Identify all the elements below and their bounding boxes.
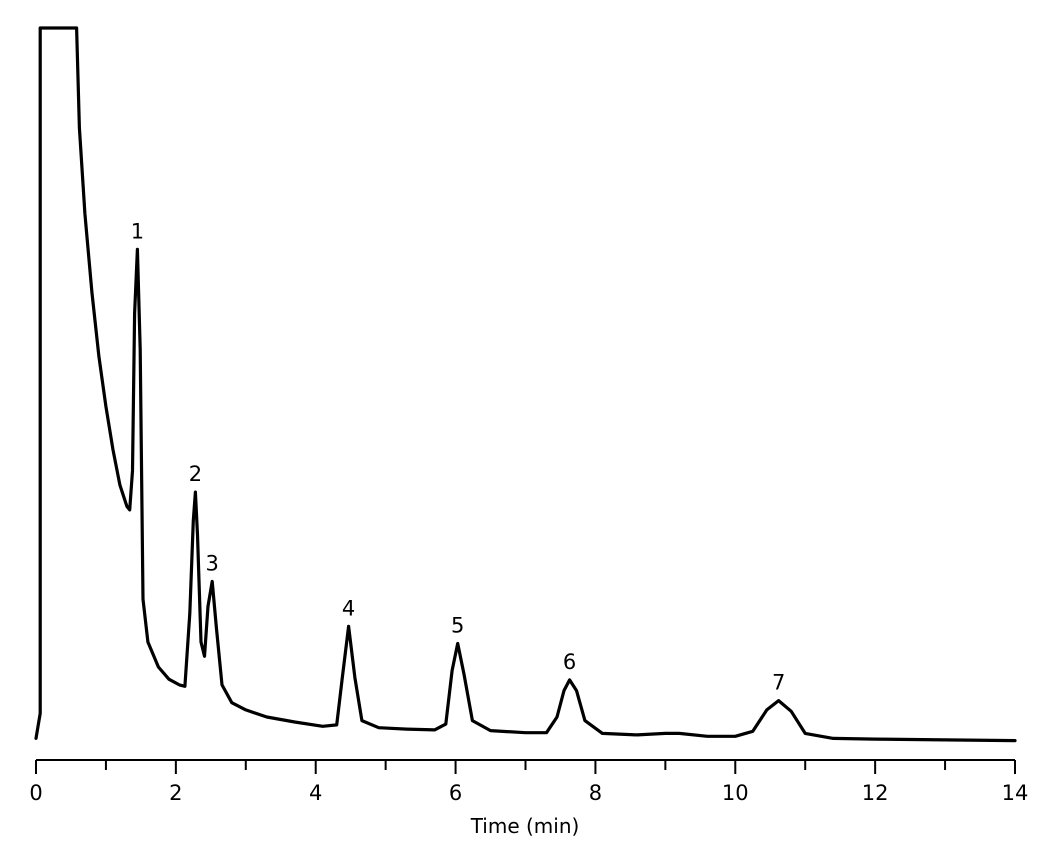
x-tick-label: 8 — [589, 781, 602, 805]
x-tick-label: 6 — [449, 781, 462, 805]
peak-label: 6 — [563, 650, 576, 674]
x-tick-label: 10 — [722, 781, 749, 805]
x-tick-label: 2 — [169, 781, 182, 805]
peak-label: 5 — [451, 613, 464, 637]
chromatogram-trace — [34, 26, 1017, 743]
x-tick-label: 4 — [309, 781, 322, 805]
x-tick-label: 0 — [29, 781, 42, 805]
x-tick-label: 12 — [862, 781, 889, 805]
peak-label: 3 — [206, 551, 219, 575]
x-axis-title: Time (min) — [470, 814, 580, 838]
x-tick-label: 14 — [1002, 781, 1029, 805]
trace-layer — [34, 26, 1017, 743]
peak-labels: 1 2 3 4 5 6 7 — [131, 219, 786, 694]
peak-label: 1 — [131, 219, 144, 243]
peak-label: 7 — [772, 671, 785, 695]
peak-label: 2 — [189, 462, 202, 486]
peak-label: 4 — [342, 596, 355, 620]
x-axis: 0 2 4 6 8 10 12 14 — [29, 759, 1029, 805]
